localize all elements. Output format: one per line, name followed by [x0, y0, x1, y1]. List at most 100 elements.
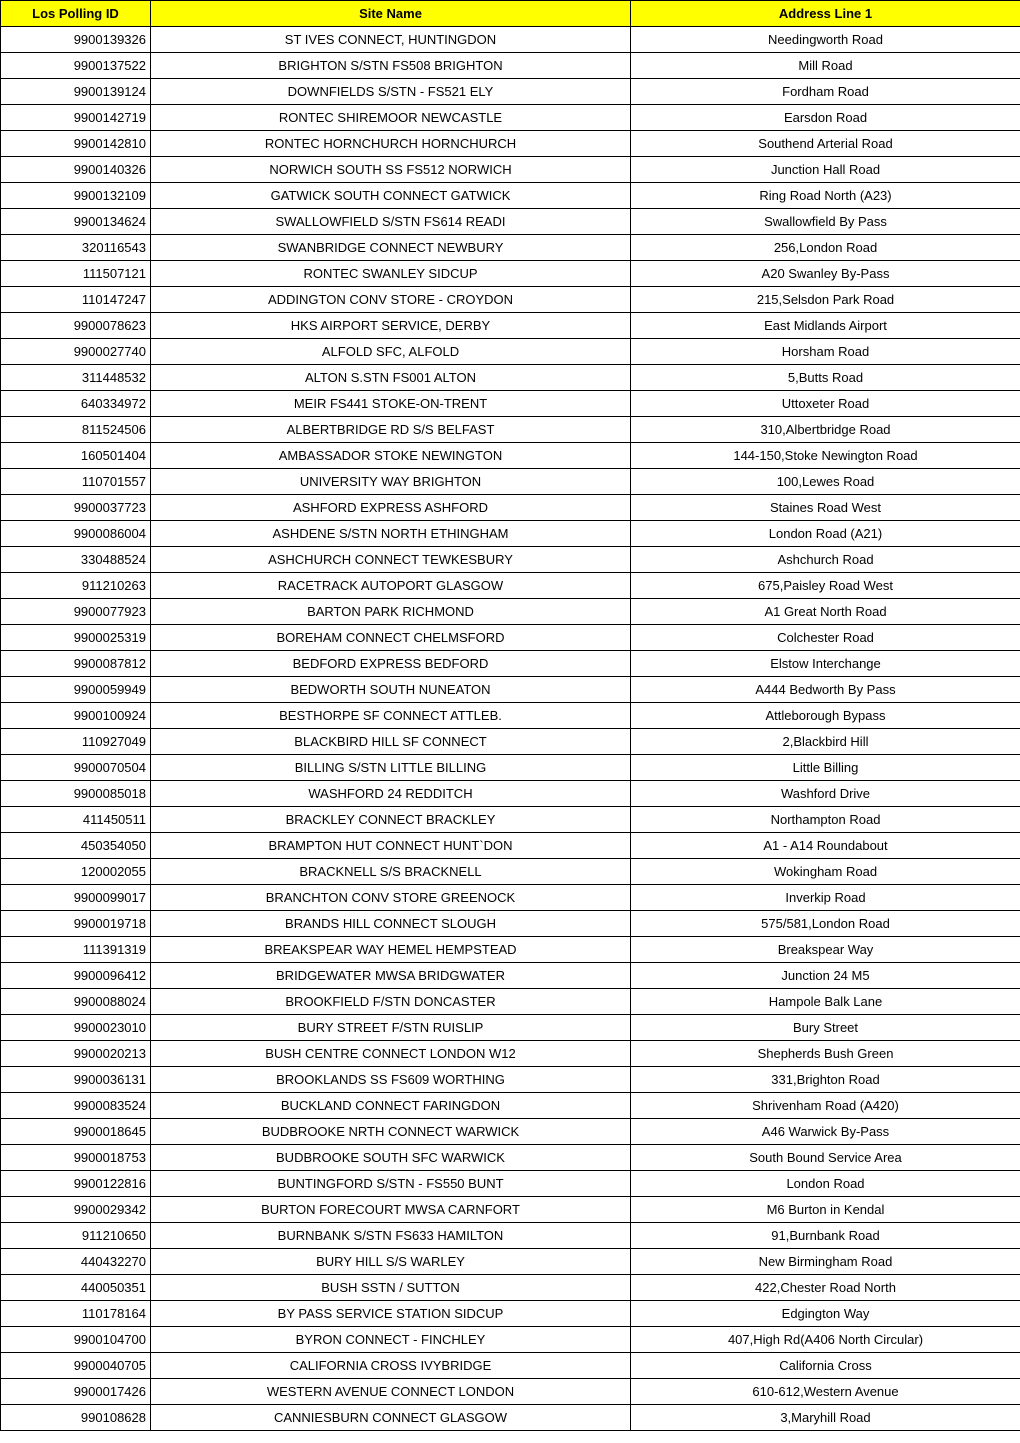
cell-site: BURY STREET F/STN RUISLIP: [151, 1015, 631, 1041]
cell-site: BOREHAM CONNECT CHELMSFORD: [151, 625, 631, 651]
cell-id: 9900100924: [1, 703, 151, 729]
cell-id: 320116543: [1, 235, 151, 261]
cell-address: Shrivenham Road (A420): [631, 1093, 1020, 1119]
table-row: 9900140326NORWICH SOUTH SS FS512 NORWICH…: [1, 157, 1020, 183]
table-row: 9900029342BURTON FORECOURT MWSA CARNFORT…: [1, 1197, 1020, 1223]
table-row: 450354050BRAMPTON HUT CONNECT HUNT`DONA1…: [1, 833, 1020, 859]
cell-site: WASHFORD 24 REDDITCH: [151, 781, 631, 807]
cell-id: 9900070504: [1, 755, 151, 781]
cell-site: RONTEC SHIREMOOR NEWCASTLE: [151, 105, 631, 131]
cell-id: 990108628: [1, 1405, 151, 1431]
table-row: 9900020213BUSH CENTRE CONNECT LONDON W12…: [1, 1041, 1020, 1067]
cell-address: A46 Warwick By-Pass: [631, 1119, 1020, 1145]
cell-address: South Bound Service Area: [631, 1145, 1020, 1171]
cell-id: 9900085018: [1, 781, 151, 807]
cell-address: Horsham Road: [631, 339, 1020, 365]
cell-site: BARTON PARK RICHMOND: [151, 599, 631, 625]
cell-address: Mill Road: [631, 53, 1020, 79]
cell-site: CALIFORNIA CROSS IVYBRIDGE: [151, 1353, 631, 1379]
table-row: 9900040705CALIFORNIA CROSS IVYBRIDGECali…: [1, 1353, 1020, 1379]
table-row: 110147247ADDINGTON CONV STORE - CROYDON2…: [1, 287, 1020, 313]
table-row: 9900087812BEDFORD EXPRESS BEDFORDElstow …: [1, 651, 1020, 677]
cell-site: CANNIESBURN CONNECT GLASGOW: [151, 1405, 631, 1431]
table-row: 160501404AMBASSADOR STOKE NEWINGTON144-1…: [1, 443, 1020, 469]
cell-id: 9900139326: [1, 27, 151, 53]
table-row: 110701557UNIVERSITY WAY BRIGHTON100,Lewe…: [1, 469, 1020, 495]
table-row: 9900023010BURY STREET F/STN RUISLIPBury …: [1, 1015, 1020, 1041]
cell-id: 9900083524: [1, 1093, 151, 1119]
cell-address: Washford Drive: [631, 781, 1020, 807]
cell-id: 440432270: [1, 1249, 151, 1275]
cell-id: 9900019718: [1, 911, 151, 937]
cell-site: GATWICK SOUTH CONNECT GATWICK: [151, 183, 631, 209]
cell-id: 911210263: [1, 573, 151, 599]
cell-id: 9900027740: [1, 339, 151, 365]
cell-id: 160501404: [1, 443, 151, 469]
cell-address: London Road: [631, 1171, 1020, 1197]
cell-address: Swallowfield By Pass: [631, 209, 1020, 235]
cell-address: 3,Maryhill Road: [631, 1405, 1020, 1431]
cell-id: 120002055: [1, 859, 151, 885]
table-row: 120002055BRACKNELL S/S BRACKNELLWokingha…: [1, 859, 1020, 885]
cell-address: London Road (A21): [631, 521, 1020, 547]
cell-address: Edgington Way: [631, 1301, 1020, 1327]
cell-id: 9900059949: [1, 677, 151, 703]
table-row: 9900025319BOREHAM CONNECT CHELMSFORDColc…: [1, 625, 1020, 651]
table-row: 311448532ALTON S.STN FS001 ALTON5,Butts …: [1, 365, 1020, 391]
header-col-2: Site Name: [151, 1, 631, 27]
cell-id: 9900020213: [1, 1041, 151, 1067]
cell-address: A444 Bedworth By Pass: [631, 677, 1020, 703]
cell-id: 440050351: [1, 1275, 151, 1301]
cell-address: Wokingham Road: [631, 859, 1020, 885]
cell-site: HKS AIRPORT SERVICE, DERBY: [151, 313, 631, 339]
cell-id: 9900037723: [1, 495, 151, 521]
cell-address: Staines Road West: [631, 495, 1020, 521]
cell-address: 144-150,Stoke Newington Road: [631, 443, 1020, 469]
cell-site: BUSH SSTN / SUTTON: [151, 1275, 631, 1301]
cell-id: 330488524: [1, 547, 151, 573]
table-row: 9900088024BROOKFIELD F/STN DONCASTERHamp…: [1, 989, 1020, 1015]
cell-id: 9900134624: [1, 209, 151, 235]
cell-address: Inverkip Road: [631, 885, 1020, 911]
cell-address: Elstow Interchange: [631, 651, 1020, 677]
table-row: 990108628CANNIESBURN CONNECT GLASGOW3,Ma…: [1, 1405, 1020, 1431]
cell-address: 2,Blackbird Hill: [631, 729, 1020, 755]
cell-site: RACETRACK AUTOPORT GLASGOW: [151, 573, 631, 599]
cell-site: BREAKSPEAR WAY HEMEL HEMPSTEAD: [151, 937, 631, 963]
cell-site: BUDBROOKE NRTH CONNECT WARWICK: [151, 1119, 631, 1145]
table-row: 9900027740ALFOLD SFC, ALFOLDHorsham Road: [1, 339, 1020, 365]
cell-id: 9900040705: [1, 1353, 151, 1379]
cell-site: BILLING S/STN LITTLE BILLING: [151, 755, 631, 781]
cell-id: 110927049: [1, 729, 151, 755]
cell-site: BLACKBIRD HILL SF CONNECT: [151, 729, 631, 755]
cell-site: ASHDENE S/STN NORTH ETHINGHAM: [151, 521, 631, 547]
cell-address: Junction 24 M5: [631, 963, 1020, 989]
table-row: 9900142719RONTEC SHIREMOOR NEWCASTLEEars…: [1, 105, 1020, 131]
cell-id: 9900142719: [1, 105, 151, 131]
table-row: 9900017426WESTERN AVENUE CONNECT LONDON6…: [1, 1379, 1020, 1405]
table-row: 9900085018WASHFORD 24 REDDITCHWashford D…: [1, 781, 1020, 807]
cell-site: UNIVERSITY WAY BRIGHTON: [151, 469, 631, 495]
table-row: 9900122816BUNTINGFORD S/STN - FS550 BUNT…: [1, 1171, 1020, 1197]
cell-id: 9900137522: [1, 53, 151, 79]
cell-site: BY PASS SERVICE STATION SIDCUP: [151, 1301, 631, 1327]
table-row: 110178164BY PASS SERVICE STATION SIDCUPE…: [1, 1301, 1020, 1327]
table-body: 9900139326ST IVES CONNECT, HUNTINGDONNee…: [1, 27, 1020, 1431]
cell-site: BESTHORPE SF CONNECT ATTLEB.: [151, 703, 631, 729]
cell-address: 575/581,London Road: [631, 911, 1020, 937]
cell-id: 311448532: [1, 365, 151, 391]
table-row: 440050351BUSH SSTN / SUTTON422,Chester R…: [1, 1275, 1020, 1301]
table-row: 9900139326ST IVES CONNECT, HUNTINGDONNee…: [1, 27, 1020, 53]
cell-address: 100,Lewes Road: [631, 469, 1020, 495]
cell-id: 9900087812: [1, 651, 151, 677]
cell-site: BUSH CENTRE CONNECT LONDON W12: [151, 1041, 631, 1067]
cell-address: Bury Street: [631, 1015, 1020, 1041]
table-row: 9900099017BRANCHTON CONV STORE GREENOCKI…: [1, 885, 1020, 911]
cell-id: 110147247: [1, 287, 151, 313]
cell-address: Southend Arterial Road: [631, 131, 1020, 157]
cell-address: 675,Paisley Road West: [631, 573, 1020, 599]
table-row: 9900104700BYRON CONNECT - FINCHLEY407,Hi…: [1, 1327, 1020, 1353]
cell-address: Ring Road North (A23): [631, 183, 1020, 209]
table-row: 110927049BLACKBIRD HILL SF CONNECT2,Blac…: [1, 729, 1020, 755]
cell-id: 9900139124: [1, 79, 151, 105]
